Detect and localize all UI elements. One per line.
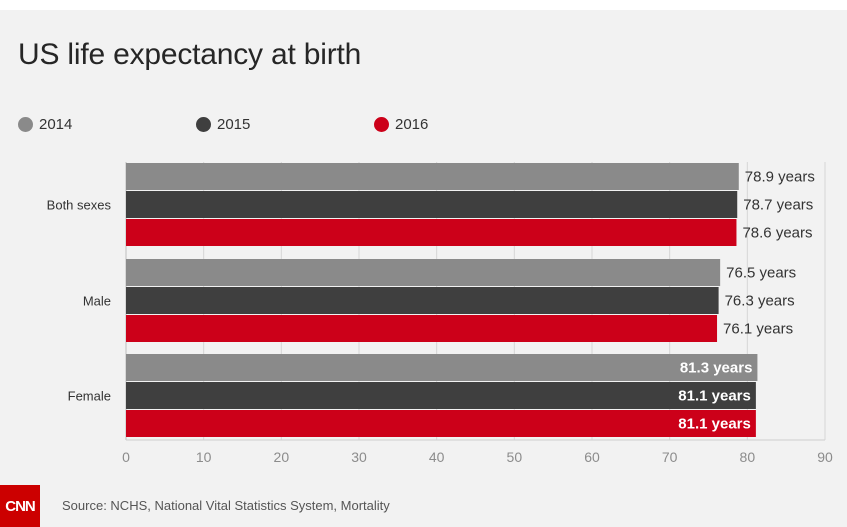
data-label-2016-0: 78.6 years xyxy=(742,225,812,242)
data-label-2016-2: 81.1 years xyxy=(678,416,751,433)
bar-2014-1 xyxy=(126,259,721,286)
legend-marker-2016 xyxy=(374,116,389,132)
data-label-2014-0: 78.9 years xyxy=(745,169,815,186)
x-tick-label-40: 40 xyxy=(429,449,445,465)
chart-title: US life expectancy at birth xyxy=(18,38,362,71)
x-tick-label-80: 80 xyxy=(740,449,756,465)
x-tick-label-70: 70 xyxy=(662,449,678,465)
legend-label-2014: 2014 xyxy=(39,115,73,133)
x-tick-label-10: 10 xyxy=(196,449,212,465)
legend-marker-2015 xyxy=(196,116,211,132)
legend-marker-2014 xyxy=(18,116,33,132)
bar-2015-1 xyxy=(126,287,719,314)
data-label-2015-0: 78.7 years xyxy=(743,197,813,214)
bar-2016-0 xyxy=(126,219,737,246)
x-tick-label-0: 0 xyxy=(122,449,130,465)
bar-chart: 0 10 20 30 40 50 60 70 80 90 Both sexes 78.9 years 7… xyxy=(47,162,833,465)
data-label-2015-1: 76.3 years xyxy=(725,293,795,310)
legend-item-2014: 2014 xyxy=(18,114,72,134)
bar-2015-0 xyxy=(126,191,738,218)
x-tick-label-30: 30 xyxy=(351,449,367,465)
bar-2014-0 xyxy=(126,163,739,190)
category-label-2: Female xyxy=(68,389,111,404)
bar-2014-2 xyxy=(126,354,758,381)
x-tick-label-90: 90 xyxy=(817,449,833,465)
legend-label-2016: 2016 xyxy=(395,115,429,133)
legend-label-2015: 2015 xyxy=(217,115,251,133)
data-label-2015-2: 81.1 years xyxy=(678,388,751,405)
legend-item-2016: 2016 xyxy=(374,114,428,134)
source-note: Source: NCHS, National Vital Statistics … xyxy=(62,498,390,513)
x-tick-label-20: 20 xyxy=(274,449,290,465)
data-label-2014-2: 81.3 years xyxy=(680,360,753,377)
category-label-1: Male xyxy=(83,294,111,309)
cnn-logo: CNN xyxy=(0,485,40,527)
bar-2016-1 xyxy=(126,315,718,342)
x-tick-label-50: 50 xyxy=(507,449,523,465)
category-label-0: Both sexes xyxy=(47,198,112,213)
data-label-2014-1: 76.5 years xyxy=(726,265,796,282)
x-tick-label-60: 60 xyxy=(584,449,600,465)
bar-2015-2 xyxy=(126,382,756,409)
data-label-2016-1: 76.1 years xyxy=(723,321,793,338)
legend-item-2015: 2015 xyxy=(196,114,250,134)
bar-2016-2 xyxy=(126,410,756,437)
